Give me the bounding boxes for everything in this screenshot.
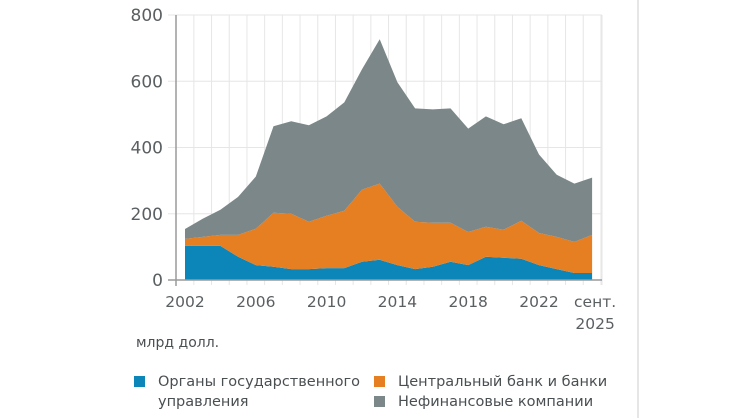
legend-swatch-icon bbox=[374, 396, 385, 407]
legend-label: Нефинансовые компании bbox=[398, 394, 594, 410]
area-series-0 bbox=[185, 245, 593, 280]
x-tick-label: 2010 bbox=[307, 293, 346, 311]
area-series-2 bbox=[185, 39, 593, 242]
y-unit-label: млрд долл. bbox=[136, 335, 220, 351]
x-tick-label: 2025 bbox=[575, 315, 614, 333]
x-tick-label: 2006 bbox=[236, 293, 275, 311]
legend-swatch-icon bbox=[374, 376, 385, 387]
legend-label: Органы государственного управления bbox=[158, 374, 361, 410]
legend-swatch-icon bbox=[134, 376, 145, 387]
panel-divider bbox=[637, 0, 639, 418]
x-tick-label: сент. bbox=[574, 293, 616, 311]
legend-item-banks: Центральный банк и банки bbox=[374, 372, 634, 392]
x-tick-label: 2018 bbox=[448, 293, 487, 311]
y-tick-label: 200 bbox=[131, 205, 163, 225]
y-tick-label: 600 bbox=[131, 72, 163, 92]
legend-label: Центральный банк и банки bbox=[398, 374, 608, 390]
y-axis-ticks: 0 200 400 600 800 bbox=[131, 6, 163, 291]
x-axis-ticks: 2002 2006 2010 2014 2018 2022 сент. 2025 bbox=[165, 293, 616, 333]
legend-column-2: Центральный банк и банки Нефинансовые ко… bbox=[374, 372, 634, 412]
x-tick-label: 2022 bbox=[519, 293, 558, 311]
y-tick-label: 0 bbox=[152, 271, 163, 291]
area-series bbox=[185, 39, 593, 280]
legend-item-government: Органы государственного управления bbox=[134, 372, 369, 412]
y-tick-label: 400 bbox=[131, 139, 163, 159]
x-tick-label: 2014 bbox=[378, 293, 417, 311]
y-tick-label: 800 bbox=[131, 6, 163, 26]
axes bbox=[168, 15, 602, 286]
area-series-1 bbox=[185, 183, 593, 273]
legend-item-nonfinancial: Нефинансовые компании bbox=[374, 392, 634, 412]
legend-column-1: Органы государственного управления bbox=[134, 372, 369, 412]
x-tick-label: 2002 bbox=[165, 293, 204, 311]
